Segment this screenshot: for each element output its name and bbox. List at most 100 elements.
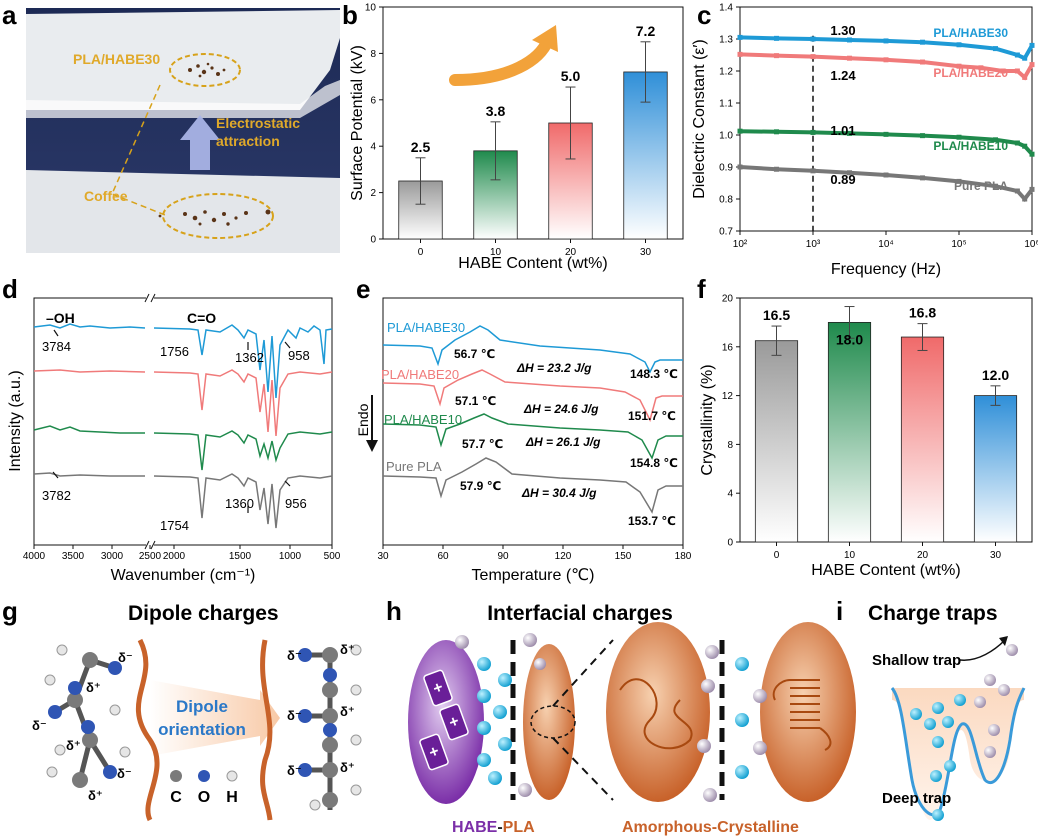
- y-tick-label: 0.7: [719, 227, 733, 238]
- coffee-particles-upper: [188, 62, 226, 78]
- endo-arrowhead: [366, 440, 378, 452]
- x-tick-label: 10⁵: [951, 239, 966, 250]
- x-tick-label: 10: [490, 247, 502, 258]
- tm-pure-pla: 153.7 ℃: [628, 514, 676, 528]
- x-tick-label: 20: [565, 247, 577, 258]
- data-point: [1014, 140, 1020, 146]
- x-ticks: 10² 10³ 10⁴ 10⁵ 10⁶: [733, 231, 1038, 250]
- plot-frame: [382, 297, 684, 546]
- data-point: [1029, 186, 1035, 192]
- x-tick-label: 10: [844, 550, 856, 561]
- data-point: [1014, 188, 1020, 194]
- label-habe20: PLA/HABE20: [381, 367, 459, 382]
- electrode-wave-left: [136, 638, 160, 822]
- y-tick-label: 0: [370, 235, 376, 246]
- tm-habe10: 154.8 ℃: [630, 456, 678, 470]
- x-tick-label: 30: [377, 551, 389, 562]
- axis-break: [146, 294, 154, 550]
- series-name: PLA/HABE20: [933, 66, 1008, 80]
- coffee-particles-lower: [158, 209, 271, 226]
- delta-plus: δ⁺: [86, 680, 101, 695]
- arrow-label-line2: attraction: [216, 133, 280, 149]
- y-axis-label: Intensity (a.u.): [7, 370, 24, 471]
- legend-label-h: H: [226, 789, 238, 806]
- tg-habe30: 56.7 ℃: [454, 347, 495, 361]
- x-axis-label: Temperature (℃): [472, 567, 595, 584]
- data-point: [883, 172, 889, 178]
- x-tick-label: 150: [615, 551, 632, 562]
- y-axis-label: Dielectric Constant (ε′): [691, 39, 708, 199]
- tm-habe30: 148.3 ℃: [630, 367, 678, 381]
- data-point: [1014, 68, 1020, 74]
- series-value-label: 1.24: [830, 68, 856, 83]
- bar-30: [973, 395, 1018, 543]
- dipole-label-2: orientation: [158, 720, 246, 739]
- pla-particle: [523, 644, 575, 800]
- trap-outline: [890, 687, 1026, 817]
- panel-h: h Interfacial charges + + + HABE-PLA Amo…: [386, 596, 856, 836]
- panel-a: PLA/HABE30 Coffee Electrostatic attracti…: [2, 0, 340, 253]
- data-point: [920, 39, 925, 45]
- plot-frame: [33, 297, 333, 546]
- x-tick-label: 1500: [229, 551, 252, 562]
- bar-20: [900, 336, 945, 543]
- series-value-label: 1.30: [830, 23, 855, 38]
- panel-letter-d: d: [2, 274, 18, 304]
- film-upper: [26, 10, 340, 110]
- break-mark: [150, 540, 156, 550]
- dh-habe30: ΔH = 23.2 J/g: [516, 361, 592, 375]
- shallow-trap-label: Shallow trap: [872, 652, 961, 669]
- x-tick-label: 90: [497, 551, 509, 562]
- panel-i-title: Charge traps: [868, 602, 998, 625]
- x-tick-label: 10⁶: [1024, 239, 1038, 250]
- x-tick-label: 10³: [806, 239, 821, 250]
- series-value-label: 0.89: [830, 172, 855, 187]
- x-ticks: 0 10 20 30: [418, 239, 651, 258]
- y-axis-label: Surface Potential (kV): [349, 45, 366, 201]
- amorphous-region: [606, 622, 710, 802]
- delta-minus: δ⁻: [117, 766, 132, 781]
- legend-label-c: C: [170, 789, 182, 806]
- bars: 16.5 18.0 16.8 12.0: [754, 305, 1018, 543]
- legend-dot-c: [170, 770, 182, 782]
- zoom-line-top: [552, 639, 614, 707]
- data-point: [737, 164, 743, 170]
- bottom-label-amorphous-crystalline: Amorphous-Crystalline: [622, 819, 799, 836]
- delta-minus: δ⁻: [287, 708, 302, 723]
- dashed-barriers: [510, 640, 725, 800]
- panel-letter-e: e: [356, 274, 370, 304]
- data-point: [810, 54, 816, 60]
- trend-arrow-body: [449, 34, 554, 86]
- value-label: 16.8: [909, 305, 936, 321]
- data-point: [774, 53, 779, 59]
- data-point: [956, 178, 962, 184]
- data-point: [1022, 55, 1028, 61]
- escape-arrow: [959, 639, 1006, 661]
- value-label: 12.0: [982, 367, 1009, 383]
- panel-letter-f: f: [697, 274, 706, 304]
- x-axis-label: HABE Content (wt%): [458, 255, 607, 272]
- break-mark: [144, 293, 150, 303]
- data-point: [1029, 62, 1035, 68]
- dsc-habe10: [382, 413, 683, 460]
- data-point: [737, 34, 743, 40]
- x-axis-label: Wavenumber (cm⁻¹): [111, 567, 256, 584]
- data-point: [847, 55, 852, 61]
- value-label: 16.5: [763, 307, 790, 323]
- x-tick-label: 3500: [62, 551, 85, 562]
- data-point: [1029, 151, 1035, 157]
- curve-labels: PLA/HABE30 56.7 ℃ ΔH = 23.2 J/g 148.3 ℃ …: [381, 320, 678, 528]
- spectrum-habe20: [33, 369, 333, 437]
- value-label: 3.8: [486, 103, 506, 119]
- delta-plus: δ⁺: [340, 642, 355, 657]
- panel-letter-b: b: [342, 0, 358, 30]
- data-point: [920, 133, 925, 139]
- panel-letter-i: i: [836, 596, 843, 626]
- series-name: PLA/HABE10: [933, 139, 1008, 153]
- annotation-1362: 1362: [235, 350, 264, 365]
- data-point: [1029, 42, 1035, 48]
- escape-arrowhead: [999, 636, 1008, 646]
- annotation-1360: 1360: [225, 496, 254, 511]
- dh-habe10: ΔH = 26.1 J/g: [525, 435, 601, 449]
- y-ticks: 0 2 4 6 8 10: [365, 3, 383, 246]
